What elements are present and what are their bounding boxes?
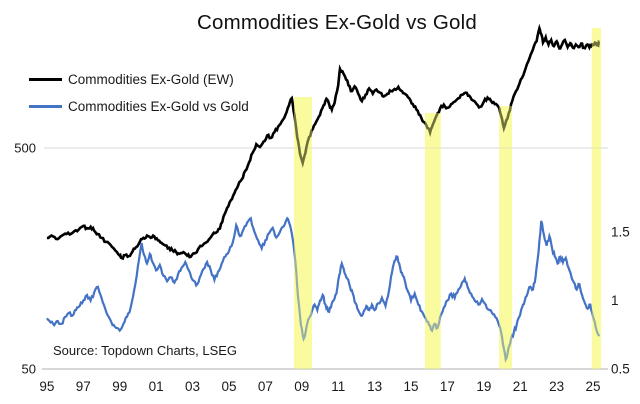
x-axis-tick: 05 — [221, 379, 236, 394]
legend: Commodities Ex-Gold (EW) Commodities Ex-… — [29, 70, 249, 124]
x-axis-tick: 13 — [367, 379, 382, 394]
right-axis-tick: 1 — [611, 293, 619, 308]
x-axis-tick: 15 — [404, 379, 419, 394]
chart-title: Commodities Ex-Gold vs Gold — [197, 11, 477, 34]
blue-line-swatch-icon — [29, 105, 62, 108]
legend-label: Commodities Ex-Gold vs Gold — [68, 99, 249, 114]
x-axis-tick: 23 — [549, 379, 564, 394]
x-axis-tick: 21 — [513, 379, 528, 394]
series-line — [46, 216, 601, 363]
source-note: Source: Topdown Charts, LSEG — [53, 343, 238, 358]
left-axis-tick: 500 — [14, 141, 36, 156]
legend-item-ex-gold: Commodities Ex-Gold (EW) — [29, 70, 249, 89]
x-axis-tick: 09 — [294, 379, 309, 394]
legend-item-ratio: Commodities Ex-Gold vs Gold — [29, 97, 249, 116]
highlight-band — [591, 28, 602, 369]
x-axis-tick: 07 — [258, 379, 273, 394]
right-axis-tick: 0.5 — [611, 362, 630, 377]
highlight-band-overlay — [425, 113, 441, 369]
x-axis-tick: 17 — [440, 379, 455, 394]
x-axis-tick: 25 — [586, 379, 601, 394]
x-axis-tick: 01 — [149, 379, 164, 394]
black-line-swatch-icon — [29, 78, 62, 81]
x-axis-tick: 95 — [39, 379, 54, 394]
x-axis-tick: 97 — [76, 379, 91, 394]
highlight-band-overlay — [293, 97, 312, 369]
x-axis-tick: 19 — [476, 379, 491, 394]
legend-label: Commodities Ex-Gold (EW) — [68, 72, 234, 87]
series-line — [46, 23, 601, 261]
x-axis-tick: 11 — [331, 379, 345, 394]
left-axis-tick: 50 — [22, 362, 36, 377]
highlight-band — [499, 106, 513, 369]
right-axis-tick: 1.5 — [611, 225, 630, 240]
highlight-band-overlay — [499, 106, 513, 369]
x-axis-tick: 03 — [185, 379, 200, 394]
highlight-band-overlay — [591, 28, 602, 369]
x-axis-tick: 99 — [112, 379, 127, 394]
highlight-band — [425, 113, 441, 369]
